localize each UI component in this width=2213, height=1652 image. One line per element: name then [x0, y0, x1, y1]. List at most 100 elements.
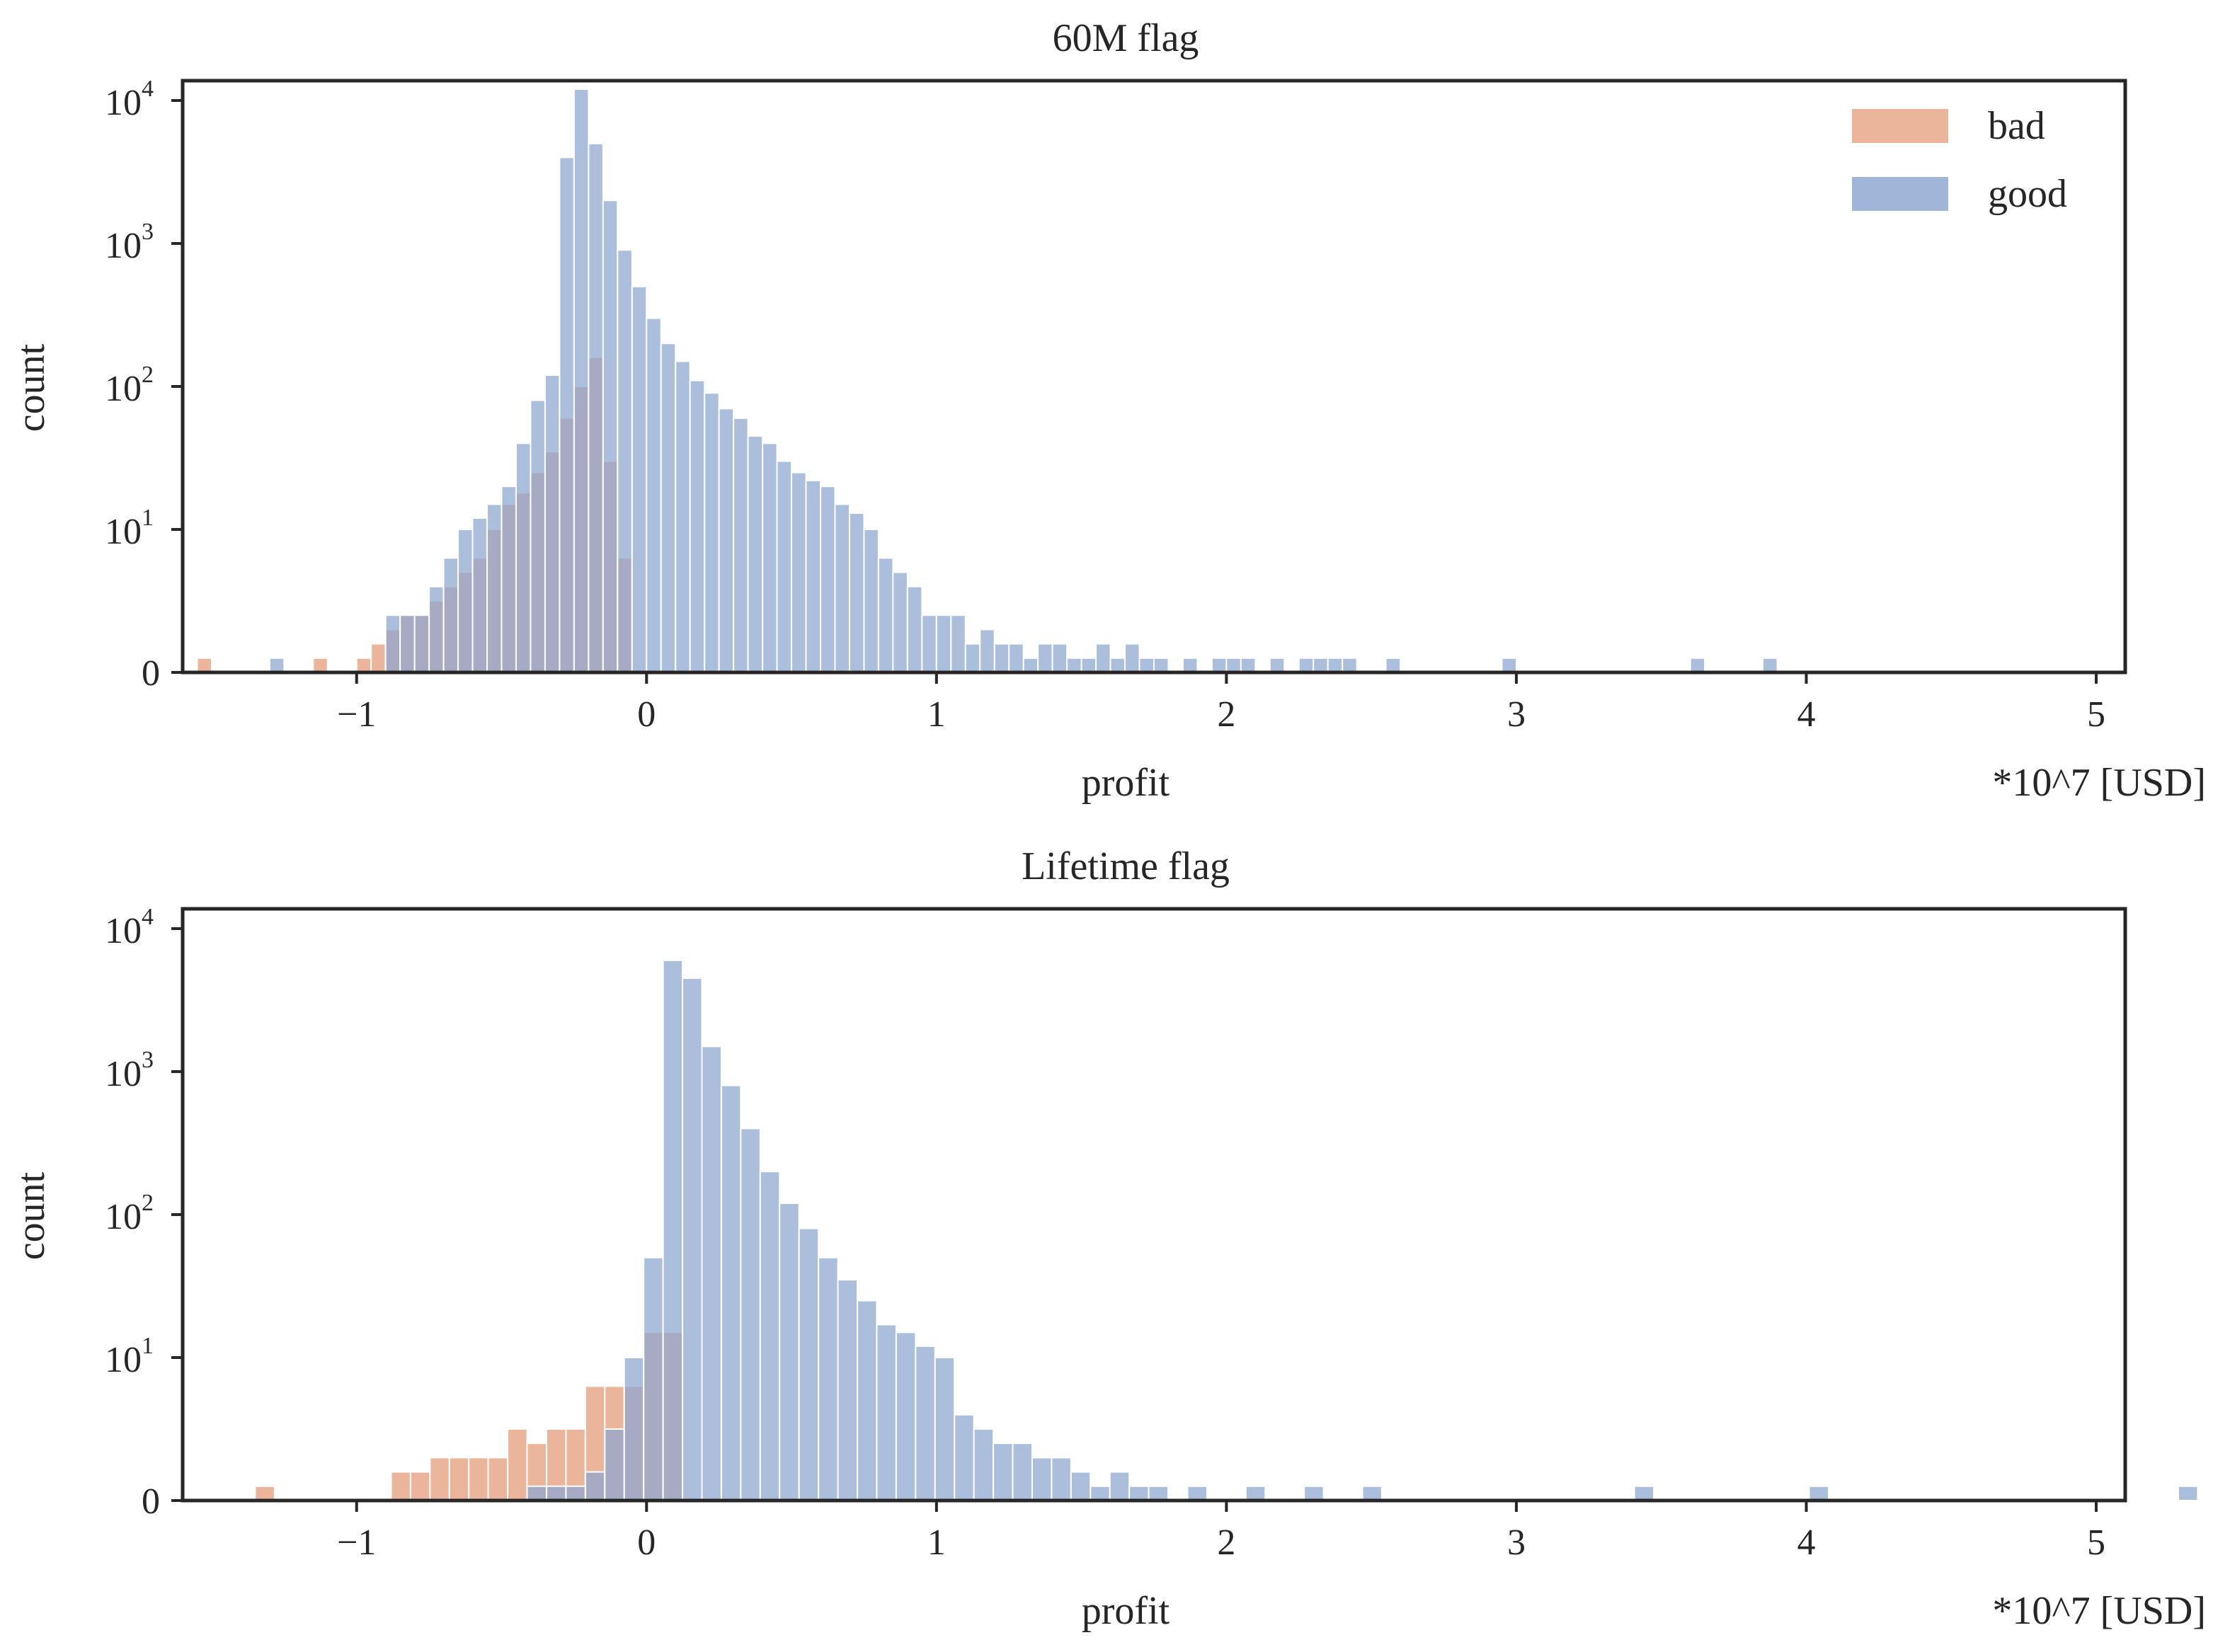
bar-good [993, 1442, 1014, 1501]
bar-bad [468, 1457, 489, 1501]
y-tick-exponent: 1 [142, 505, 154, 531]
bar-bad [254, 1485, 275, 1502]
plot-frame [181, 79, 2127, 675]
bar-good [413, 614, 430, 674]
y-tick-base: 10 [105, 512, 142, 552]
bar-good [954, 1413, 975, 1502]
bar-good [1070, 1471, 1092, 1502]
bar-good [1385, 657, 1402, 673]
bar-good [834, 503, 850, 673]
bar-good [915, 1346, 936, 1501]
x-tick-label: 3 [1507, 694, 1526, 735]
chart-title: Lifetime flag [1022, 844, 1230, 888]
bar-good [623, 1357, 645, 1501]
bar-good [584, 1471, 606, 1502]
x-tick-label: −1 [337, 694, 376, 735]
y-tick-exponent: 3 [142, 219, 154, 245]
bar-bad [487, 1457, 509, 1501]
bar-good [1138, 657, 1155, 673]
bar-good [1022, 657, 1039, 673]
x-tick-label: 5 [2087, 694, 2105, 735]
y-tick-base: 10 [105, 369, 142, 409]
bar-good [1051, 1457, 1072, 1501]
bar-good [857, 1300, 878, 1501]
bar-bad [448, 1457, 470, 1501]
bar-good [646, 317, 662, 673]
bar-good [818, 1256, 839, 1502]
bar-good [530, 399, 546, 673]
bar-good [935, 614, 952, 674]
bar-good [791, 471, 807, 673]
bar-good [428, 585, 445, 673]
y-tick-base: 10 [105, 83, 142, 123]
chart-title: 60M flag [1053, 16, 1199, 60]
x-axis-unit: *10^7 [USD] [1992, 761, 2206, 805]
bar-good [675, 360, 691, 673]
y-tick-label: 10 3 [105, 1047, 154, 1094]
bar-good [1342, 657, 1358, 673]
bar-good [545, 1485, 567, 1502]
y-tick-exponent: 1 [142, 1333, 154, 1359]
bar-good [720, 1084, 742, 1501]
bar-good [779, 1203, 800, 1501]
bar-good [457, 529, 474, 673]
x-tick-label: 4 [1797, 694, 1815, 735]
bar-good [442, 557, 459, 674]
bar-good [1303, 1485, 1325, 1502]
x-tick-label: 5 [2087, 1522, 2105, 1563]
bar-good [1633, 1485, 1655, 1502]
bar-good [979, 629, 995, 674]
bar-good [740, 1128, 761, 1501]
bar-good [848, 512, 865, 674]
bar-good [1327, 657, 1344, 673]
bar-good [501, 486, 517, 673]
bar-bad [409, 1471, 431, 1502]
bar-bad [196, 657, 212, 673]
y-axis-label: count [9, 1171, 53, 1260]
bar-good [906, 585, 923, 673]
legend-swatch-bad [1852, 109, 1948, 143]
x-tick-label: 1 [927, 1522, 946, 1563]
bar-good [934, 1357, 956, 1501]
bar-good [399, 614, 416, 674]
bar-good [1269, 657, 1286, 673]
y-tick-label: 10 4 [105, 76, 154, 123]
bar-good [471, 517, 488, 673]
bar-good [660, 343, 677, 673]
y-tick-label: 10 1 [105, 505, 154, 552]
bar-good [384, 614, 401, 674]
y-axis-label: count [9, 343, 53, 432]
bar-good [1762, 657, 1778, 673]
y-tick-exponent: 4 [142, 76, 154, 102]
bar-good [1051, 643, 1068, 673]
bar-good [565, 1485, 586, 1502]
bar-good [1008, 643, 1024, 673]
bar-good [1153, 657, 1170, 673]
bar-good [805, 479, 822, 673]
bar-good [1689, 657, 1706, 673]
bar-good [798, 1227, 820, 1501]
bar-good [892, 571, 908, 673]
y-tick-exponent: 4 [142, 904, 154, 930]
bar-good [1313, 657, 1329, 673]
bar-good [876, 1324, 897, 1502]
y-tick-label: 10 3 [105, 219, 154, 266]
x-axis-label: profit [1082, 761, 1170, 805]
x-tick-label: 1 [927, 694, 946, 735]
bar-good [1148, 1485, 1170, 1502]
legend: bad good [1852, 104, 2067, 216]
legend-swatch-good [1852, 177, 1948, 211]
bar-good [1109, 657, 1126, 673]
legend-label-good: good [1988, 172, 2067, 216]
bar-good [662, 959, 684, 1501]
legend-label-bad: bad [1988, 104, 2045, 148]
bar-good [701, 1045, 722, 1501]
bar-good [704, 392, 720, 674]
bar-good [921, 614, 937, 674]
bar-good [1080, 657, 1097, 673]
bar-good [1808, 1485, 1830, 1502]
bar-good [643, 1256, 664, 1502]
bar-good [544, 374, 561, 673]
bar-good [993, 643, 1010, 673]
